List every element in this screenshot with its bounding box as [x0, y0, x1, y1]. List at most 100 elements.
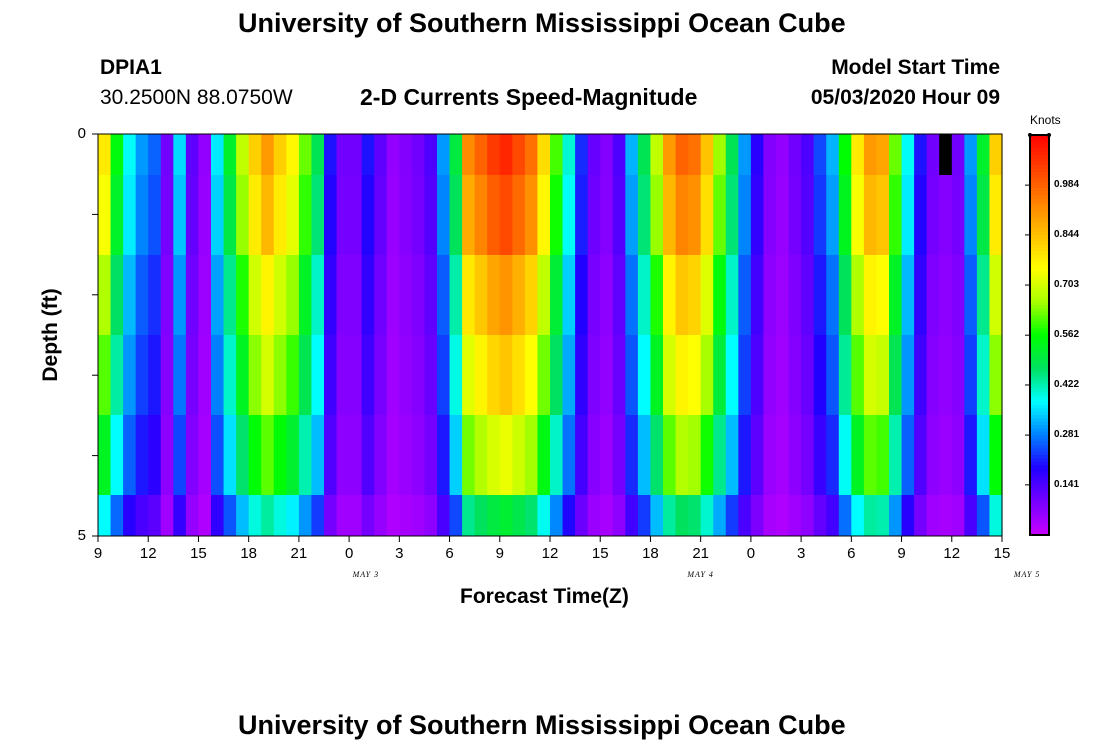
colorbar-title: Knots	[1030, 113, 1061, 127]
heatmap-cell	[587, 415, 601, 495]
heatmap-cell	[236, 335, 250, 415]
heatmap-cell	[324, 175, 338, 255]
heatmap-cell	[135, 175, 149, 255]
colorbar-tick-label: 0.984	[1054, 179, 1080, 191]
heatmap-cell	[700, 495, 714, 536]
heatmap-cell	[575, 335, 589, 415]
heatmap-cell	[123, 495, 137, 536]
heatmap-cell	[487, 335, 501, 415]
heatmap-cell	[361, 134, 375, 175]
heatmap-cell	[788, 134, 802, 175]
heatmap-cell	[462, 175, 476, 255]
heatmap-cell	[550, 335, 564, 415]
heatmap-cell	[537, 495, 551, 536]
heatmap-cell	[776, 134, 790, 175]
colorbar-tick-label: 0.141	[1054, 478, 1080, 490]
colorbar-segment	[1030, 198, 1049, 203]
heatmap-cell	[336, 335, 350, 415]
heatmap-cell	[248, 495, 262, 536]
colorbar-segment	[1030, 498, 1049, 503]
heatmap-cell	[851, 134, 865, 175]
heatmap-cell	[311, 175, 325, 255]
heatmap-cell	[951, 255, 965, 335]
heatmap-cell	[236, 415, 250, 495]
heatmap-cell	[688, 255, 702, 335]
heatmap-cell	[148, 335, 162, 415]
colorbar-segment	[1030, 145, 1049, 149]
heatmap-cell	[851, 495, 865, 536]
colorbar-segment	[1030, 505, 1049, 509]
heatmap-cell	[462, 255, 476, 335]
heatmap-cell	[173, 134, 187, 175]
heatmap-cell	[361, 255, 375, 335]
colorbar-segment	[1030, 178, 1049, 183]
heatmap-cell	[148, 415, 162, 495]
heatmap-cell	[625, 175, 639, 255]
heatmap-cell	[964, 255, 978, 335]
heatmap-cell	[424, 255, 438, 335]
heatmap-cell	[914, 255, 928, 335]
colorbar-segment	[1030, 481, 1049, 486]
heatmap-cell	[637, 335, 652, 415]
heatmap-cell	[901, 415, 915, 495]
x-tick-label: 15	[591, 545, 609, 562]
colorbar-segment	[1030, 518, 1049, 523]
heatmap-cell	[776, 495, 790, 536]
heatmap-cell	[776, 415, 790, 495]
heatmap-cell	[512, 415, 526, 495]
heatmap-cell	[637, 255, 652, 335]
colorbar-segment	[1030, 528, 1049, 533]
heatmap-cell	[474, 415, 488, 495]
heatmap-cell	[650, 255, 664, 335]
heatmap-cell	[537, 415, 551, 495]
date-label: MAY 4	[687, 570, 714, 579]
colorbar-segment	[1030, 348, 1049, 353]
heatmap-cell	[876, 175, 890, 255]
heatmap-cell	[474, 335, 488, 415]
heatmap-cell	[223, 335, 237, 415]
heatmap-cell	[123, 335, 137, 415]
heatmap-cell	[487, 255, 501, 335]
colorbar-segment	[1030, 208, 1049, 213]
heatmap-cell	[349, 335, 363, 415]
heatmap-cell	[173, 255, 187, 335]
heatmap-cell	[788, 255, 802, 335]
heatmap-cell	[449, 415, 463, 495]
colorbar	[1025, 133, 1051, 536]
heatmap-cell	[776, 175, 790, 255]
heatmap-cell	[801, 335, 815, 415]
colorbar-segment	[1030, 255, 1049, 259]
colorbar-segment	[1030, 228, 1049, 233]
colorbar-segment	[1030, 325, 1049, 329]
heatmap-cell	[901, 495, 915, 536]
colorbar-segment	[1030, 351, 1049, 356]
heatmap-cell	[989, 175, 1003, 255]
colorbar-segment	[1030, 265, 1049, 269]
heatmap-cell	[487, 175, 501, 255]
heatmap-cell	[550, 175, 564, 255]
colorbar-segment	[1030, 465, 1049, 469]
heatmap-cell	[763, 175, 777, 255]
colorbar-segment	[1030, 238, 1049, 243]
colorbar-corner-dot	[1028, 133, 1032, 137]
heatmap-cell	[399, 175, 413, 255]
heatmap-cell	[939, 415, 953, 495]
colorbar-segment	[1030, 135, 1049, 139]
heatmap-cell	[349, 415, 363, 495]
heatmap-cell	[876, 335, 890, 415]
heatmap-cell	[587, 255, 601, 335]
colorbar-segment	[1030, 395, 1049, 399]
colorbar-segment	[1030, 408, 1049, 413]
heatmap-cell	[612, 134, 626, 175]
heatmap-cell	[813, 335, 827, 415]
colorbar-segment	[1030, 358, 1049, 363]
heatmap-cell	[801, 255, 815, 335]
heatmap-cell	[562, 134, 576, 175]
heatmap-cell	[223, 415, 237, 495]
heatmap-cell	[612, 255, 626, 335]
heatmap-cell	[688, 415, 702, 495]
heatmap-cell	[286, 134, 300, 175]
heatmap-cell	[324, 134, 338, 175]
heatmap-cell	[374, 134, 388, 175]
heatmap-cell	[926, 134, 940, 175]
